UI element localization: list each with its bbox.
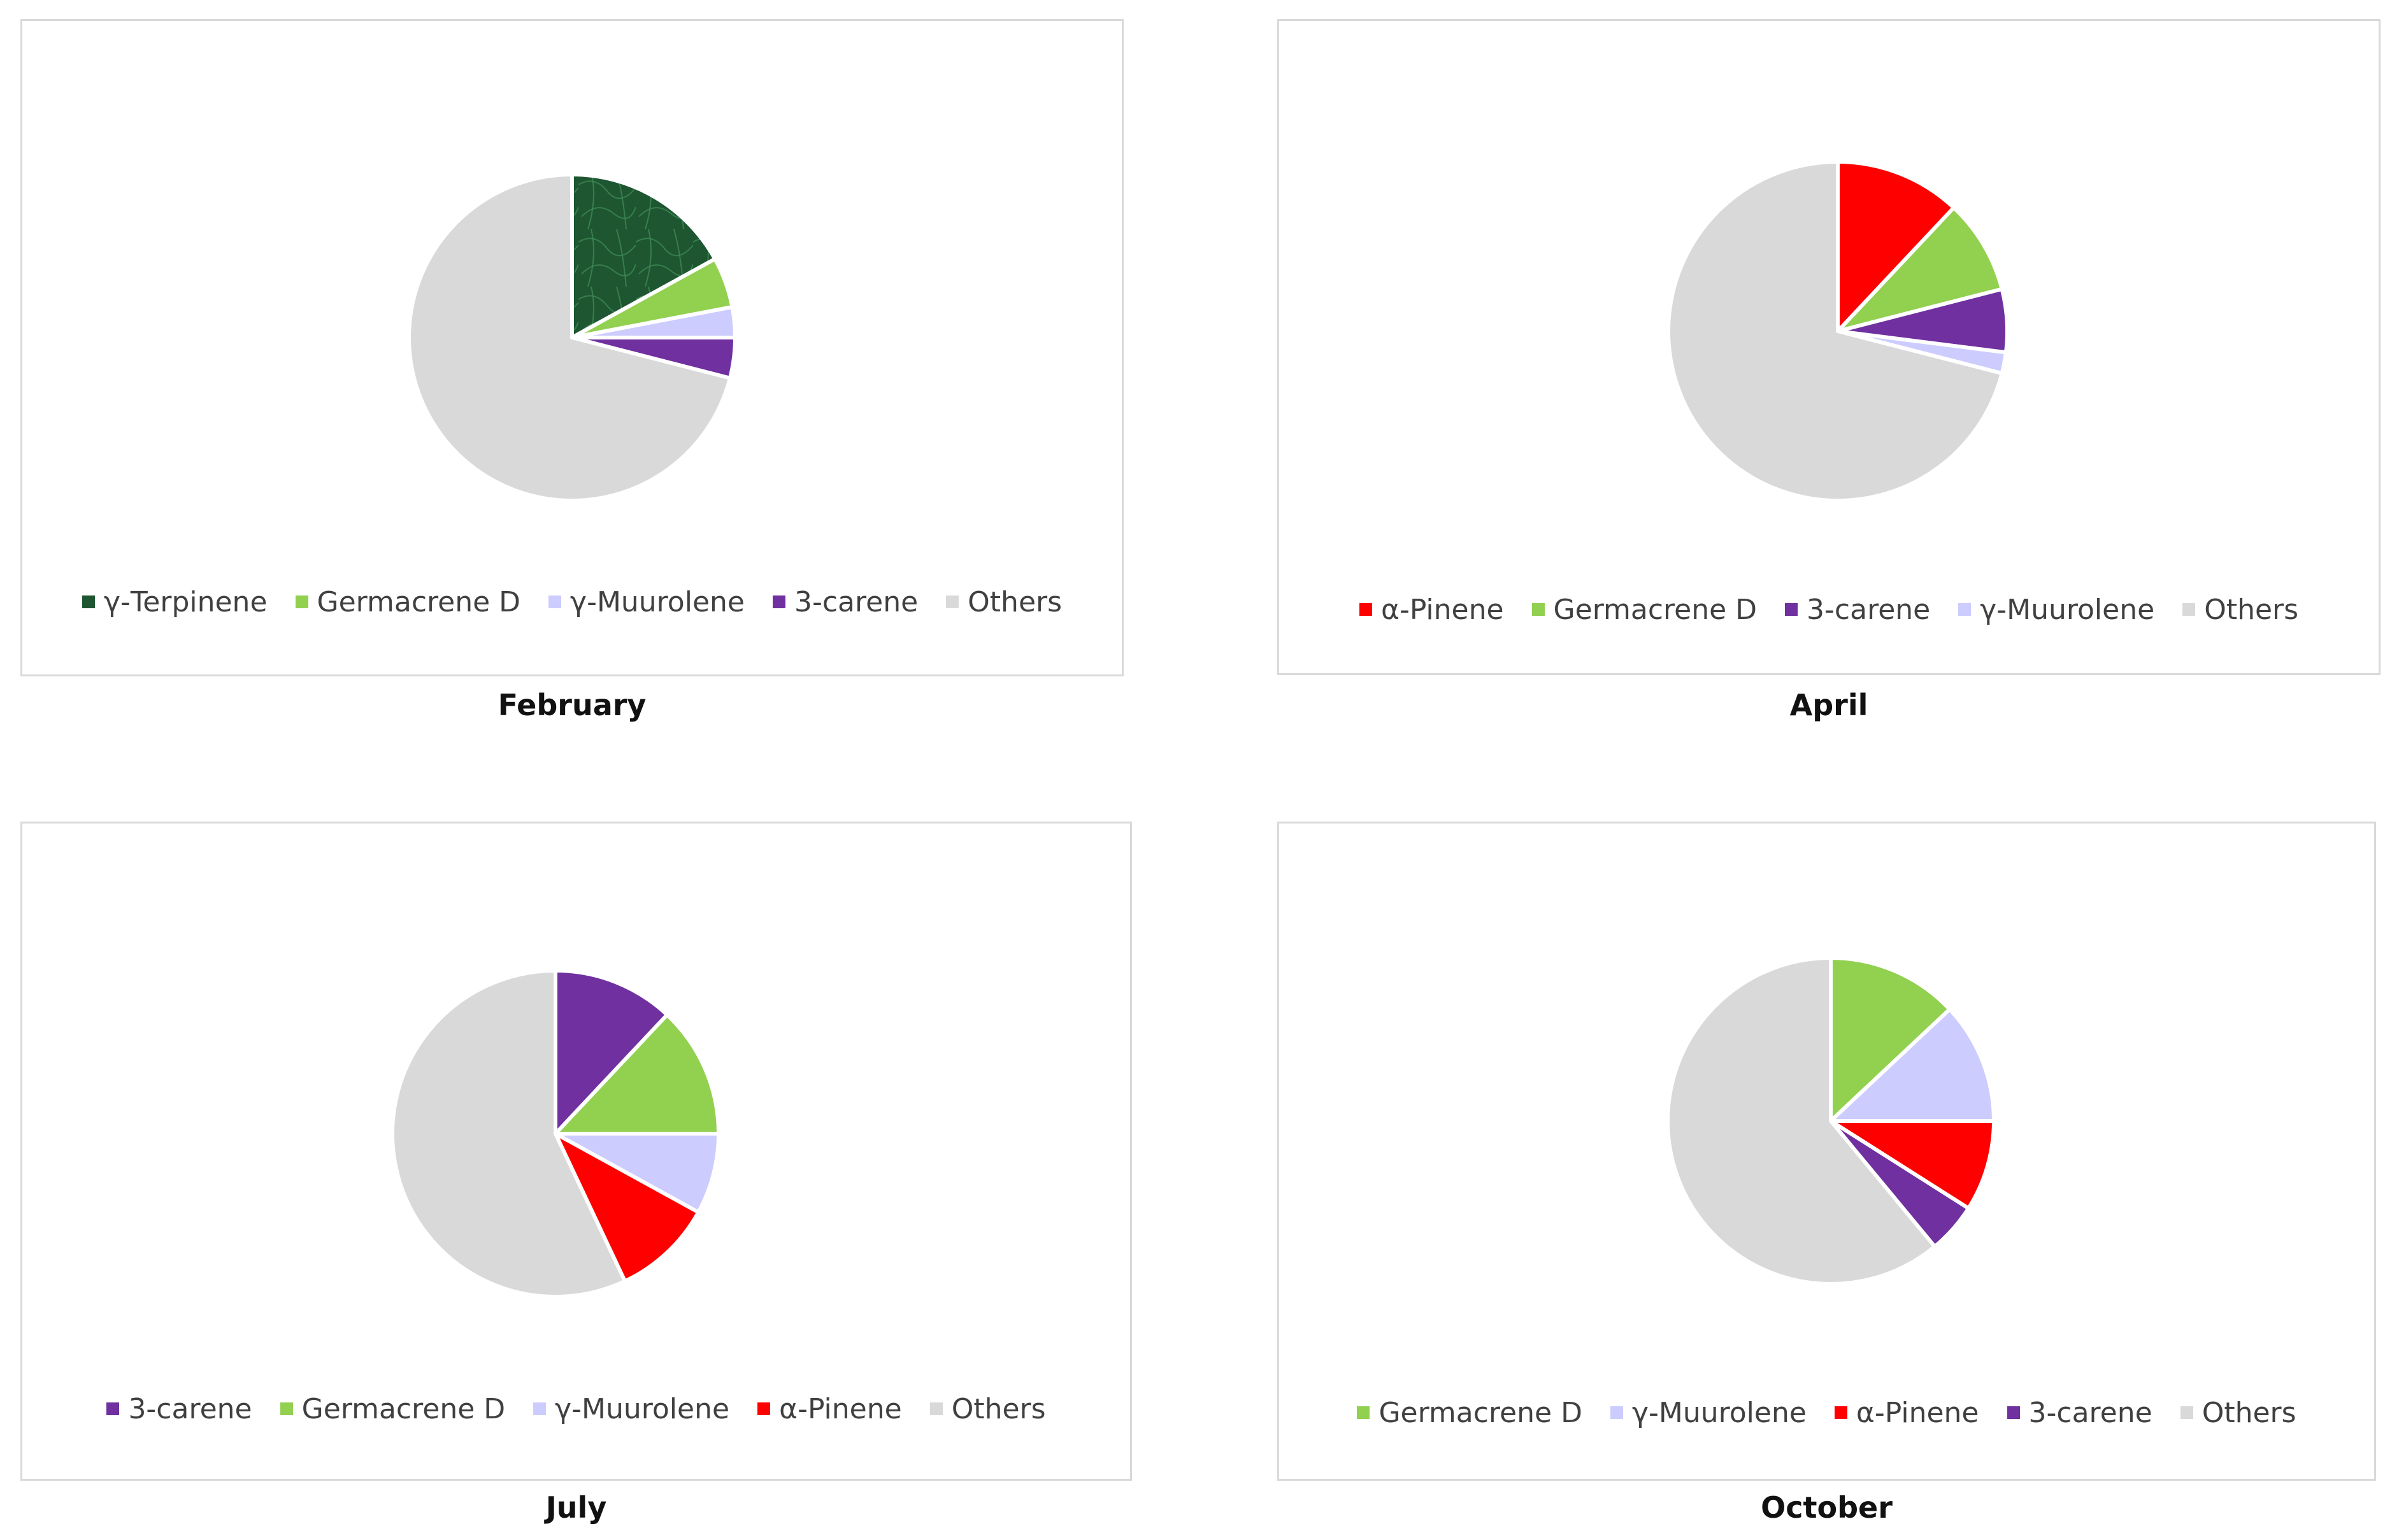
legend-swatch <box>548 595 562 608</box>
legend-label: γ-Muurolene <box>570 585 745 618</box>
legend-swatch <box>2007 1406 2020 1419</box>
legend-swatch <box>1359 603 1372 616</box>
chart-panel-october: Germacrene D γ-Muurolene α-Pinene 3-carene O… <box>1277 822 2376 1529</box>
legend-item-gamma-muurolene: γ-Muurolene <box>533 1393 729 1425</box>
legend-label: Others <box>2202 1396 2296 1429</box>
legend-item-germacrene-d: Germacrene D <box>295 585 521 618</box>
legend-label: γ-Muurolene <box>1631 1396 1807 1429</box>
legend-label: 3-carene <box>794 585 919 618</box>
chart-legend: γ-Terpinene Germacrene D γ-Muurolene 3-care… <box>20 580 1124 624</box>
pie-chart <box>1666 160 2009 503</box>
chart-legend: Germacrene D γ-Muurolene α-Pinene 3-carene O… <box>1277 1390 2376 1435</box>
legend-item-3-carene: 3-carene <box>106 1393 252 1425</box>
legend-item-germacrene-d: Germacrene D <box>1531 593 1758 626</box>
pie-slice-3-carene <box>554 969 670 1136</box>
pie-slice-alpha-pinene <box>554 1132 701 1283</box>
chart-caption: February <box>498 688 647 722</box>
pie-chart <box>407 173 737 503</box>
legend-label: Germacrene D <box>317 585 521 618</box>
legend-label: 3-carene <box>128 1392 252 1425</box>
legend-item-alpha-pinene: α-Pinene <box>757 1393 902 1425</box>
pie-slice-gamma-muurolene <box>554 1132 720 1215</box>
legend-item-alpha-pinene: α-Pinene <box>1834 1396 1979 1429</box>
pie-slice-others <box>390 969 627 1299</box>
legend-item-others: Others <box>929 1392 1046 1425</box>
pie-slice-alpha-pinene <box>1829 1119 1996 1211</box>
legend-item-gamma-terpinene: γ-Terpinene <box>82 586 268 618</box>
chart-legend: 3-carene Germacrene D γ-Muurolene α-Pinene O… <box>20 1387 1132 1431</box>
legend-item-3-carene: 3-carene <box>1785 594 1930 626</box>
legend-item-3-carene: 3-carene <box>2007 1397 2152 1429</box>
legend-label: Others <box>2204 593 2299 626</box>
legend-label: γ-Muurolene <box>555 1392 730 1425</box>
legend-label: Others <box>968 585 1063 618</box>
legend-item-others: Others <box>2180 1396 2296 1429</box>
chart-panel-july: 3-carene Germacrene D γ-Muurolene α-Pinene O… <box>20 822 1132 1529</box>
legend-label: 3-carene <box>1807 593 1931 626</box>
chart-panel-february: γ-Terpinene Germacrene D γ-Muurolene 3-care… <box>20 19 1124 726</box>
legend-swatch <box>82 595 95 608</box>
legend-label: Others <box>951 1392 1046 1425</box>
legend-label: γ-Terpinene <box>103 585 268 618</box>
legend-swatch <box>757 1402 771 1415</box>
legend-swatch <box>2182 603 2196 616</box>
pie-slice-alpha-pinene <box>1836 160 1956 333</box>
pie-chart <box>1666 956 1996 1286</box>
legend-swatch <box>280 1402 293 1415</box>
legend-label: Germacrene D <box>1379 1396 1582 1429</box>
pie-slice-others <box>407 173 732 503</box>
legend-item-germacrene-d: Germacrene D <box>280 1392 506 1425</box>
chart-legend: α-Pinene Germacrene D 3-carene γ-Muurolene O… <box>1277 587 2381 632</box>
pie-chart <box>390 969 720 1299</box>
legend-item-gamma-muurolene: γ-Muurolene <box>1610 1397 1807 1429</box>
pie-slice-gamma-muurolene <box>1829 1007 1996 1123</box>
pie-slice-germacrene-d <box>554 1013 720 1136</box>
legend-label: Germacrene D <box>1553 593 1758 626</box>
chart-caption: July <box>545 1490 607 1525</box>
pie-slice-germacrene-d <box>1829 956 1952 1123</box>
legend-label: α-Pinene <box>779 1392 902 1425</box>
legend-label: Germacrene D <box>301 1392 506 1425</box>
legend-label: γ-Muurolene <box>1980 593 2155 626</box>
legend-swatch <box>1531 603 1545 616</box>
legend-item-others: Others <box>946 586 1062 618</box>
legend-swatch <box>295 595 308 608</box>
legend-swatch <box>1834 1406 1847 1419</box>
legend-swatch <box>533 1402 547 1415</box>
legend-swatch <box>1958 603 1972 616</box>
pie-slice-others <box>1666 160 2004 503</box>
legend-label: α-Pinene <box>1856 1396 1979 1429</box>
legend-swatch <box>1610 1406 1623 1419</box>
legend-swatch <box>1785 603 1798 616</box>
chart-caption: April <box>1789 688 1868 722</box>
legend-item-3-carene: 3-carene <box>772 585 919 618</box>
legend-swatch <box>946 595 959 608</box>
legend-swatch <box>106 1402 120 1415</box>
legend-item-germacrene-d: Germacrene D <box>1357 1397 1582 1429</box>
legend-item-alpha-pinene: α-Pinene <box>1359 594 1504 626</box>
chart-caption: October <box>1761 1490 1893 1525</box>
legend-swatch <box>772 595 785 608</box>
legend-item-gamma-muurolene: γ-Muurolene <box>1958 594 2154 626</box>
legend-swatch <box>2180 1406 2193 1419</box>
legend-label: α-Pinene <box>1380 593 1504 626</box>
legend-item-gamma-muurolene: γ-Muurolene <box>548 586 745 618</box>
pie-slice-germacrene-d <box>1836 206 2004 333</box>
legend-swatch <box>1357 1406 1370 1419</box>
legend-swatch <box>929 1402 943 1415</box>
legend-label: 3-carene <box>2028 1396 2152 1429</box>
legend-item-others: Others <box>2182 594 2298 626</box>
chart-panel-april: α-Pinene Germacrene D 3-carene γ-Muurolene O… <box>1277 19 2381 726</box>
pie-slice-gamma-terpinene <box>570 173 717 339</box>
pie-slice-others <box>1666 956 1937 1286</box>
